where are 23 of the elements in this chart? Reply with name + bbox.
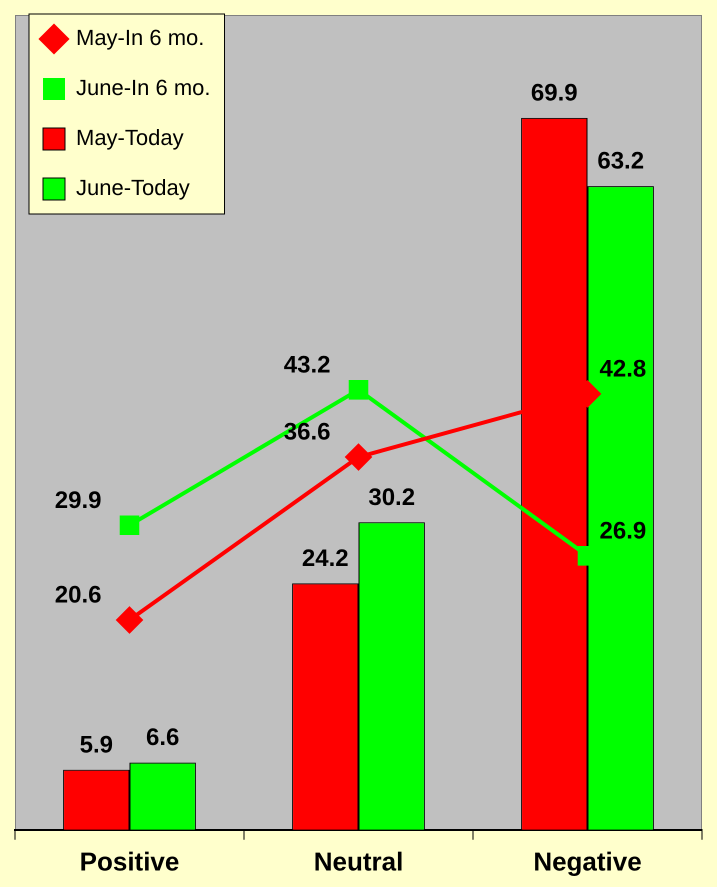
legend-label: May-In 6 mo.: [76, 25, 204, 50]
point: [348, 380, 368, 400]
data-label: 43.2: [284, 351, 330, 378]
point: [120, 515, 140, 536]
legend-label: June-Today: [76, 175, 190, 200]
point: [116, 606, 142, 633]
data-label: 26.9: [600, 517, 646, 544]
data-label: 20.6: [54, 582, 102, 609]
data-label: 42.8: [600, 356, 646, 383]
data-label: 6.6: [146, 724, 180, 752]
data-label: 36.6: [284, 418, 330, 446]
legend-label: May-Today: [76, 125, 184, 150]
x-tick-label: Neutral: [314, 846, 404, 877]
legend-label: June-In 6 mo.: [76, 75, 211, 100]
data-label: 30.2: [368, 484, 416, 511]
data-label: 63.2: [597, 148, 644, 175]
data-label: 5.9: [80, 731, 113, 758]
x-tick-label: Negative: [533, 846, 642, 877]
x-tick-label: Positive: [80, 846, 180, 877]
point: [346, 444, 372, 470]
data-label: 24.2: [302, 544, 349, 572]
data-label: 29.9: [54, 486, 102, 514]
data-label: 69.9: [530, 79, 578, 106]
